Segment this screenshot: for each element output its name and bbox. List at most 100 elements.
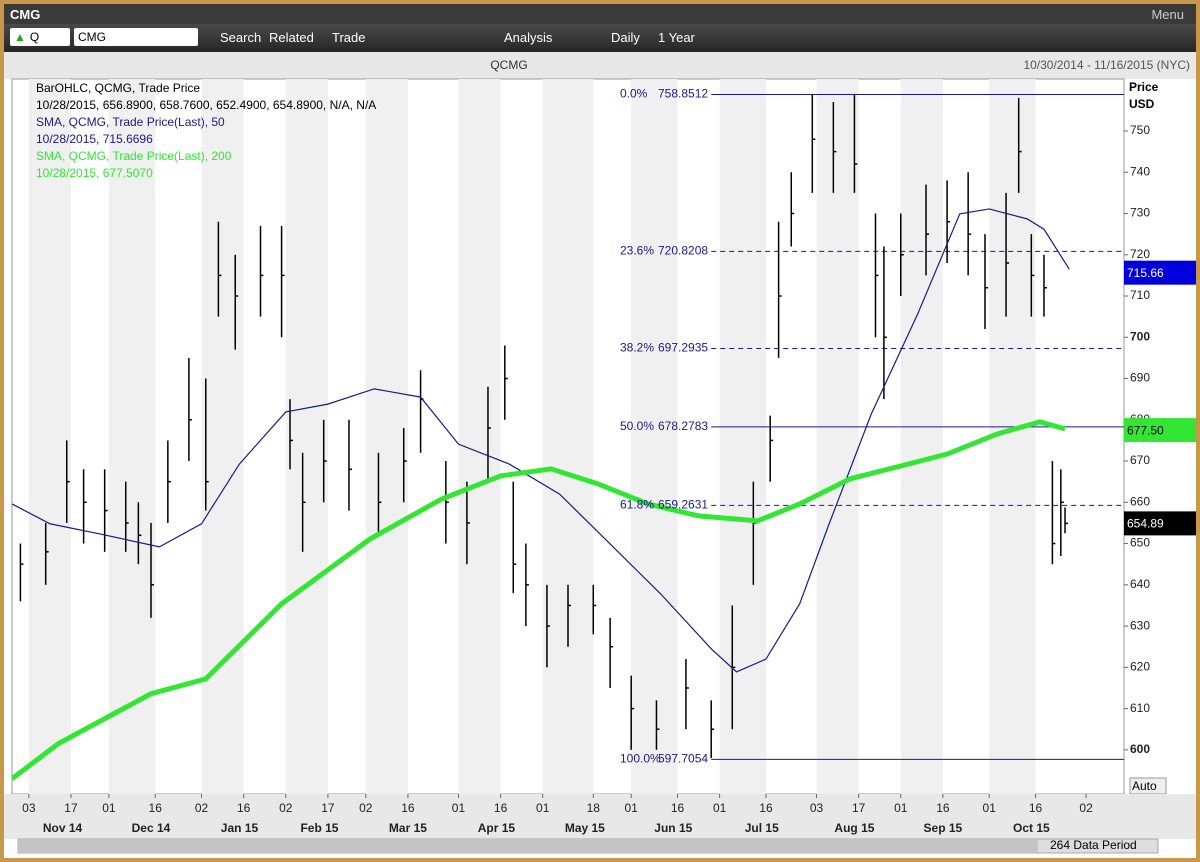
- month-band: [719, 79, 766, 794]
- month-band: [631, 79, 678, 794]
- period[interactable]: Daily: [611, 30, 640, 45]
- window: CMG Menu ▲ Q CMG Search Related Trade Ana…: [4, 4, 1196, 858]
- x-tick-label: 03: [22, 801, 36, 815]
- legend-entry: SMA, QCMG, Trade Price(Last), 50: [36, 115, 225, 129]
- x-tick-label: 01: [625, 801, 639, 815]
- y-tick-label: 740: [1130, 164, 1150, 178]
- plot: [12, 93, 1124, 781]
- fib-percent: 100.0%: [620, 751, 661, 765]
- legend-entry: 10/28/2015, 656.8900, 658.7600, 652.4900…: [36, 98, 376, 112]
- month-band: [108, 79, 156, 794]
- fib-value: 597.7054: [658, 751, 708, 765]
- x-tick-label: 16: [149, 801, 163, 815]
- month-label: Jun 15: [654, 821, 692, 835]
- x-axis-bg: [4, 794, 1196, 839]
- window-title: CMG: [10, 7, 41, 22]
- month-label: Oct 15: [1013, 821, 1050, 835]
- y-tick-label: 610: [1130, 701, 1150, 715]
- month-band: [816, 79, 859, 794]
- x-tick-label: 16: [1029, 801, 1043, 815]
- fib-value: 720.8208: [658, 244, 708, 258]
- x-tick-label: 01: [983, 801, 997, 815]
- price-tag: [1124, 260, 1196, 285]
- month-band: [28, 79, 71, 794]
- fib-percent: 61.8%: [620, 498, 654, 512]
- data-period: 264 Data Period: [1050, 838, 1137, 852]
- y-tick-label: 600: [1130, 742, 1150, 756]
- fib-percent: 0.0%: [620, 87, 648, 101]
- x-tick-label: 01: [102, 801, 116, 815]
- y-tick-label: 620: [1130, 660, 1150, 674]
- y-tick-label: 630: [1130, 618, 1150, 632]
- y-tick-label: 700: [1130, 329, 1150, 343]
- x-tick-label: 16: [759, 801, 773, 815]
- x-tick-label: 17: [852, 801, 866, 815]
- price-tag: [1124, 511, 1196, 536]
- x-tick-label: 16: [936, 801, 950, 815]
- month-band: [285, 79, 328, 794]
- price-tag: [1124, 418, 1196, 443]
- fib-percent: 23.6%: [620, 244, 654, 258]
- x-tick-label: 02: [359, 801, 373, 815]
- x-tick-label: 16: [671, 801, 685, 815]
- y-tick-label: 660: [1130, 494, 1150, 508]
- month-band: [201, 79, 244, 794]
- month-label: Feb 15: [300, 821, 338, 835]
- sma-line: [12, 208, 1070, 673]
- y-tick-label: 750: [1130, 123, 1150, 137]
- fib-percent: 50.0%: [620, 419, 654, 433]
- analysis[interactable]: Analysis: [504, 30, 553, 45]
- y-tick-label: 670: [1130, 453, 1150, 467]
- month-label: Apr 15: [478, 821, 516, 835]
- symbol-input[interactable]: CMG: [74, 28, 198, 46]
- fib-value: 697.2935: [658, 341, 708, 355]
- month-label: May 15: [565, 821, 605, 835]
- month-label: Jan 15: [221, 821, 259, 835]
- month-label: Dec 14: [132, 821, 171, 835]
- month-band: [542, 79, 594, 794]
- x-tick-label: 01: [713, 801, 727, 815]
- month-label: Sep 15: [924, 821, 963, 835]
- chart-subtitle: 10/30/2014 - 11/16/2015 (NYC): [1023, 58, 1190, 72]
- x-tick-label: 17: [321, 801, 335, 815]
- scroll-thumb[interactable]: [18, 840, 1038, 852]
- menu[interactable]: Menu: [1151, 7, 1184, 22]
- sma-line: [12, 419, 1066, 781]
- y-tick-label: 650: [1130, 536, 1150, 550]
- x-tick-label: 01: [536, 801, 550, 815]
- fib-percent: 38.2%: [620, 341, 654, 355]
- x-tick-label: 02: [1079, 801, 1093, 815]
- chart-title: QCMG: [490, 58, 527, 72]
- auto-label: Auto: [1132, 779, 1157, 793]
- range[interactable]: 1 Year: [658, 30, 695, 45]
- related[interactable]: Related: [269, 30, 314, 45]
- y-unit: USD: [1129, 97, 1155, 111]
- legend-entry: 10/28/2015, 715.6696: [36, 132, 153, 146]
- month-label: Nov 14: [43, 821, 83, 835]
- fib-value: 678.2783: [658, 419, 708, 433]
- month-band: [365, 79, 408, 794]
- search[interactable]: Search: [220, 30, 262, 45]
- x-tick-label: 03: [810, 801, 824, 815]
- symbol-type[interactable]: ▲ Q: [10, 28, 70, 46]
- price-tag-label: 654.89: [1127, 517, 1164, 531]
- y-tick-label: 640: [1130, 577, 1150, 591]
- month-label: Jul 15: [745, 821, 779, 835]
- chart: QCMG 10/30/2014 - 11/16/2015 (NYC) 0.0% 758…: [4, 52, 1196, 854]
- trade[interactable]: Trade: [332, 30, 366, 45]
- header-bg: [4, 52, 1196, 79]
- x-tick-label: 16: [401, 801, 415, 815]
- month-label: Aug 15: [834, 821, 874, 835]
- symbol-type-text: Q: [29, 30, 40, 44]
- y-tick-label: 710: [1130, 288, 1150, 302]
- y-tick-label: 730: [1130, 206, 1150, 220]
- fib-value: 758.8512: [658, 87, 708, 101]
- x-tick-label: 02: [195, 801, 209, 815]
- month-band: [900, 79, 943, 794]
- x-tick-label: 17: [64, 801, 78, 815]
- x-tick-label: 16: [237, 801, 251, 815]
- y-tick-label: 720: [1130, 247, 1150, 261]
- month-band: [458, 79, 501, 794]
- x-tick-label: 01: [894, 801, 908, 815]
- title-bar: CMG Menu: [4, 4, 1196, 24]
